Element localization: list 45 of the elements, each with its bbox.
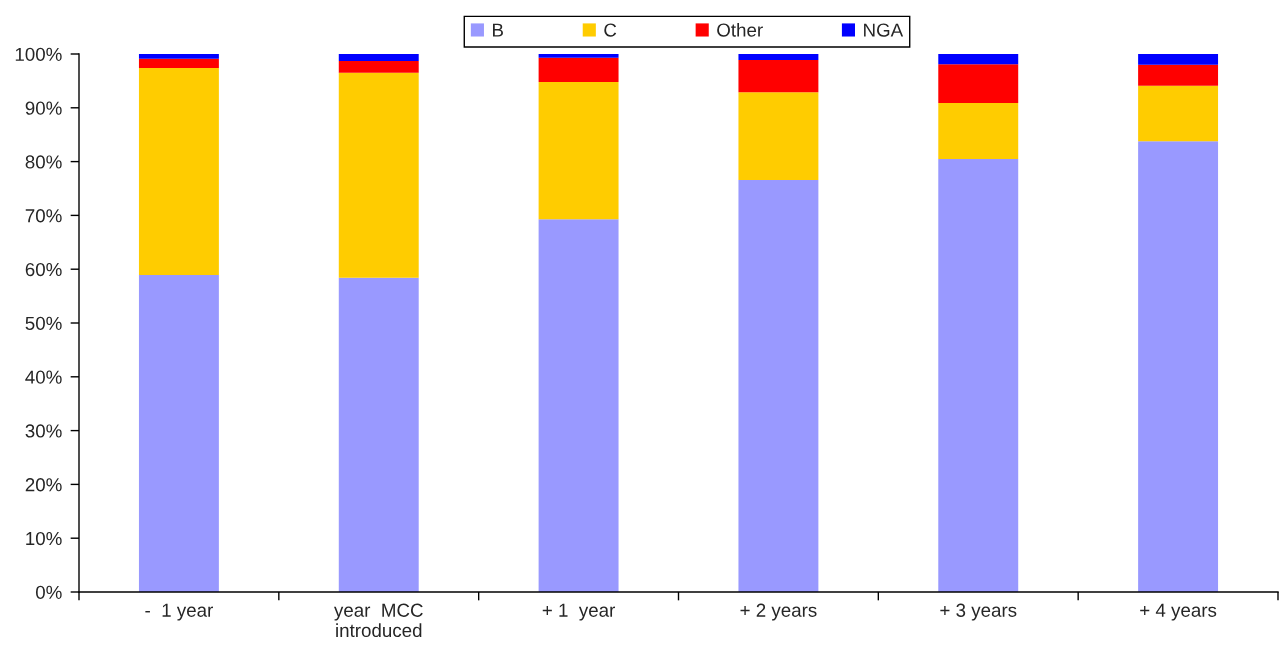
bar [538, 54, 619, 58]
y-tick-label: 50% [25, 316, 62, 330]
bar [338, 60, 419, 73]
bar [938, 102, 1019, 159]
bar [938, 64, 1019, 103]
y-tick-label: 80% [25, 155, 62, 169]
y-tick-label: 90% [25, 101, 62, 115]
y-tick-label: 40% [25, 370, 62, 384]
y-tick-label: 20% [25, 478, 62, 492]
y-tick-label: 60% [25, 262, 62, 277]
y-tick-label: 10% [26, 531, 62, 546]
x-tick-label: + 3 years [940, 603, 1017, 621]
legend-label: C [604, 23, 617, 37]
bar [938, 54, 1019, 65]
bar [738, 179, 819, 592]
bar [138, 58, 219, 68]
x-tick-label: + 1 year [542, 603, 616, 621]
x-tick-label: + 2 years [740, 603, 817, 621]
bar [338, 72, 419, 278]
bar [738, 92, 819, 180]
bar [738, 59, 819, 93]
bar [338, 54, 419, 61]
bar [1138, 54, 1219, 65]
bar [1138, 64, 1219, 86]
y-tick-label: 70% [25, 209, 62, 223]
bar [538, 57, 619, 82]
bar [138, 67, 219, 276]
x-tick-label: - 1 year [145, 603, 213, 621]
bar [338, 277, 419, 592]
y-tick-label: 0% [35, 585, 62, 599]
bar [538, 81, 619, 220]
legend-label: Other [717, 22, 763, 37]
bar [138, 275, 219, 592]
bar [538, 219, 619, 592]
bar [1138, 85, 1219, 142]
bar [1138, 141, 1219, 592]
y-tick-label: 100% [15, 47, 62, 61]
bar [938, 158, 1019, 592]
legend-label: NGA [864, 23, 904, 37]
y-tick-label: 30% [25, 424, 62, 438]
bar [138, 54, 219, 59]
x-tick-label: year MCC introduced [334, 603, 423, 638]
bar [738, 54, 819, 60]
legend-label: B [493, 23, 503, 37]
x-tick-label: + 4 years [1140, 603, 1217, 621]
